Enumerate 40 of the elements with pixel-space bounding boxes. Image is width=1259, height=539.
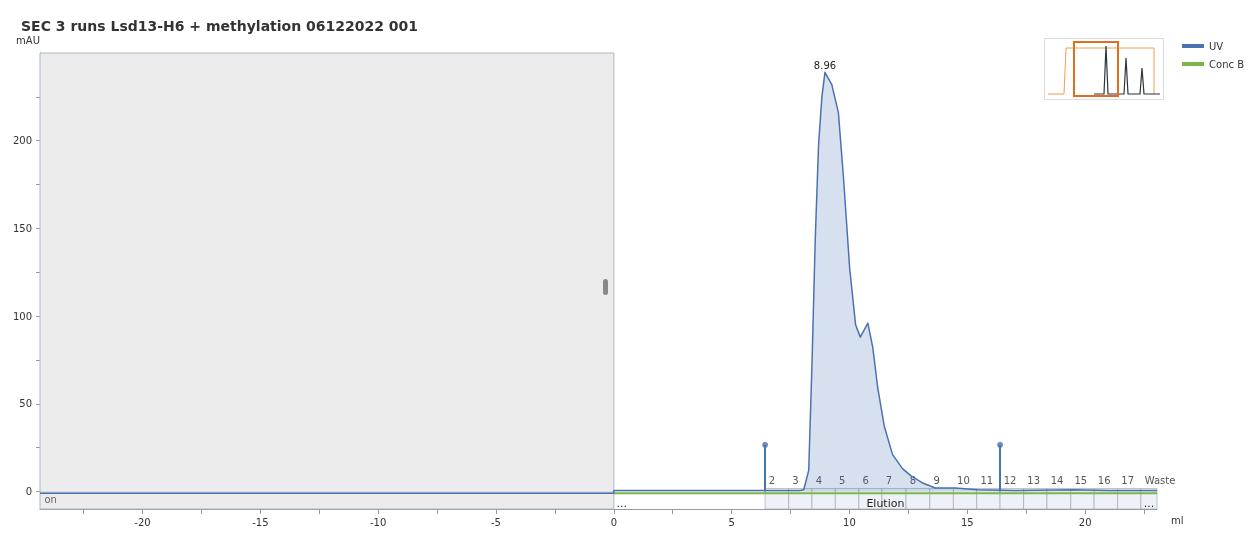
band-label: on <box>44 494 57 505</box>
annotation: ... <box>616 496 628 510</box>
x-tick-label: -20 <box>134 516 151 528</box>
legend-label: Conc B <box>1209 58 1245 70</box>
y-tick-label: 100 <box>12 310 32 322</box>
band-label: 17 <box>1121 474 1135 486</box>
band-label: 9 <box>933 474 940 486</box>
y-axis-title: mAU <box>16 34 40 46</box>
x-tick-label: 5 <box>728 516 735 528</box>
chart-title: SEC 3 runs Lsd13-H6 + methylation 06122022 001 <box>21 18 419 34</box>
x-axis-title: ml <box>1171 514 1184 526</box>
x-tick-label: 20 <box>1078 516 1092 528</box>
x-tick-label: 0 <box>610 516 618 528</box>
annotation: Elution <box>866 496 905 510</box>
y-tick-label: 50 <box>19 398 32 410</box>
band-label: 2 <box>768 474 776 486</box>
band-label: 7 <box>885 474 893 486</box>
band-label: 11 <box>980 474 994 486</box>
x-tick-label: 15 <box>960 516 974 528</box>
band-label: 6 <box>862 474 869 486</box>
band-label: 5 <box>839 474 846 486</box>
band-label: 10 <box>957 474 970 486</box>
y-tick-label: 0 <box>25 485 32 497</box>
band-label: 15 <box>1074 474 1088 486</box>
x-tick-label: 10 <box>843 516 856 528</box>
band-label: Waste <box>1144 474 1176 486</box>
y-tick-label: 150 <box>12 222 32 234</box>
band-label: 14 <box>1050 474 1064 486</box>
x-tick-label: -15 <box>252 516 269 528</box>
band-label: 3 <box>792 474 799 486</box>
annotation: ... <box>1143 496 1155 510</box>
annotation: 8.96 <box>813 59 837 71</box>
x-tick-label: -10 <box>369 516 387 528</box>
legend-label: UV <box>1209 40 1224 52</box>
band-label: 16 <box>1097 474 1111 486</box>
band-label: 13 <box>1027 474 1041 486</box>
band-label: 4 <box>815 474 823 486</box>
y-tick-label: 200 <box>12 135 32 147</box>
x-tick-label: -5 <box>491 516 501 528</box>
band-label: 12 <box>1003 474 1017 486</box>
